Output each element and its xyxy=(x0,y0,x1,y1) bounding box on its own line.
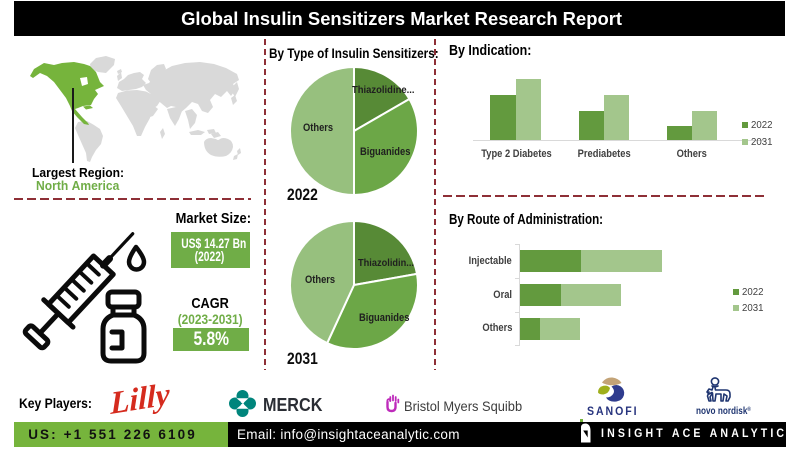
svg-text:Lilly: Lilly xyxy=(109,377,171,421)
